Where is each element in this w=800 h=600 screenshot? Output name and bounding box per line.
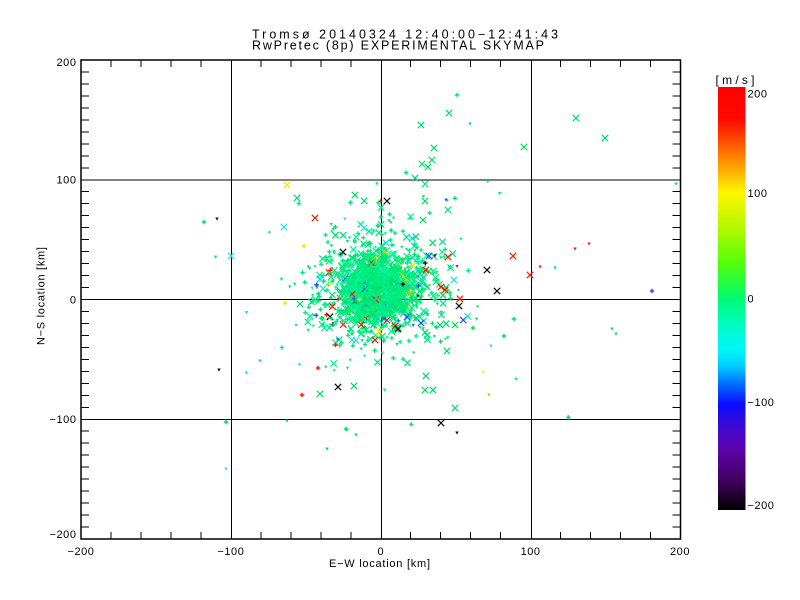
svg-text:−200: −200 [50,529,77,541]
svg-text:−200: −200 [68,546,95,558]
svg-text:100: 100 [521,546,541,558]
svg-text:Tromsø 20140324 12:40:00−12:41: Tromsø 20140324 12:40:00−12:41:43 [252,28,558,42]
svg-text:100: 100 [748,188,768,200]
svg-text:0: 0 [377,546,384,558]
svg-text:N−S location [km]: N−S location [km] [36,247,48,345]
svg-text:200: 200 [748,89,768,101]
svg-text:−100: −100 [748,397,775,409]
svg-text:0: 0 [748,294,755,306]
svg-text:0: 0 [70,295,77,307]
svg-text:RwPretec (8p) EXPERIMENTAL SKY: RwPretec (8p) EXPERIMENTAL SKYMAP [252,39,544,53]
svg-text:200: 200 [670,546,690,558]
svg-text:[m/s]: [m/s] [716,73,755,87]
svg-text:100: 100 [56,175,76,187]
svg-text:E−W location [km]: E−W location [km] [329,558,430,570]
svg-text:−100: −100 [217,546,244,558]
svg-text:−100: −100 [50,414,77,426]
svg-text:−200: −200 [748,500,775,512]
svg-text:200: 200 [56,57,76,69]
